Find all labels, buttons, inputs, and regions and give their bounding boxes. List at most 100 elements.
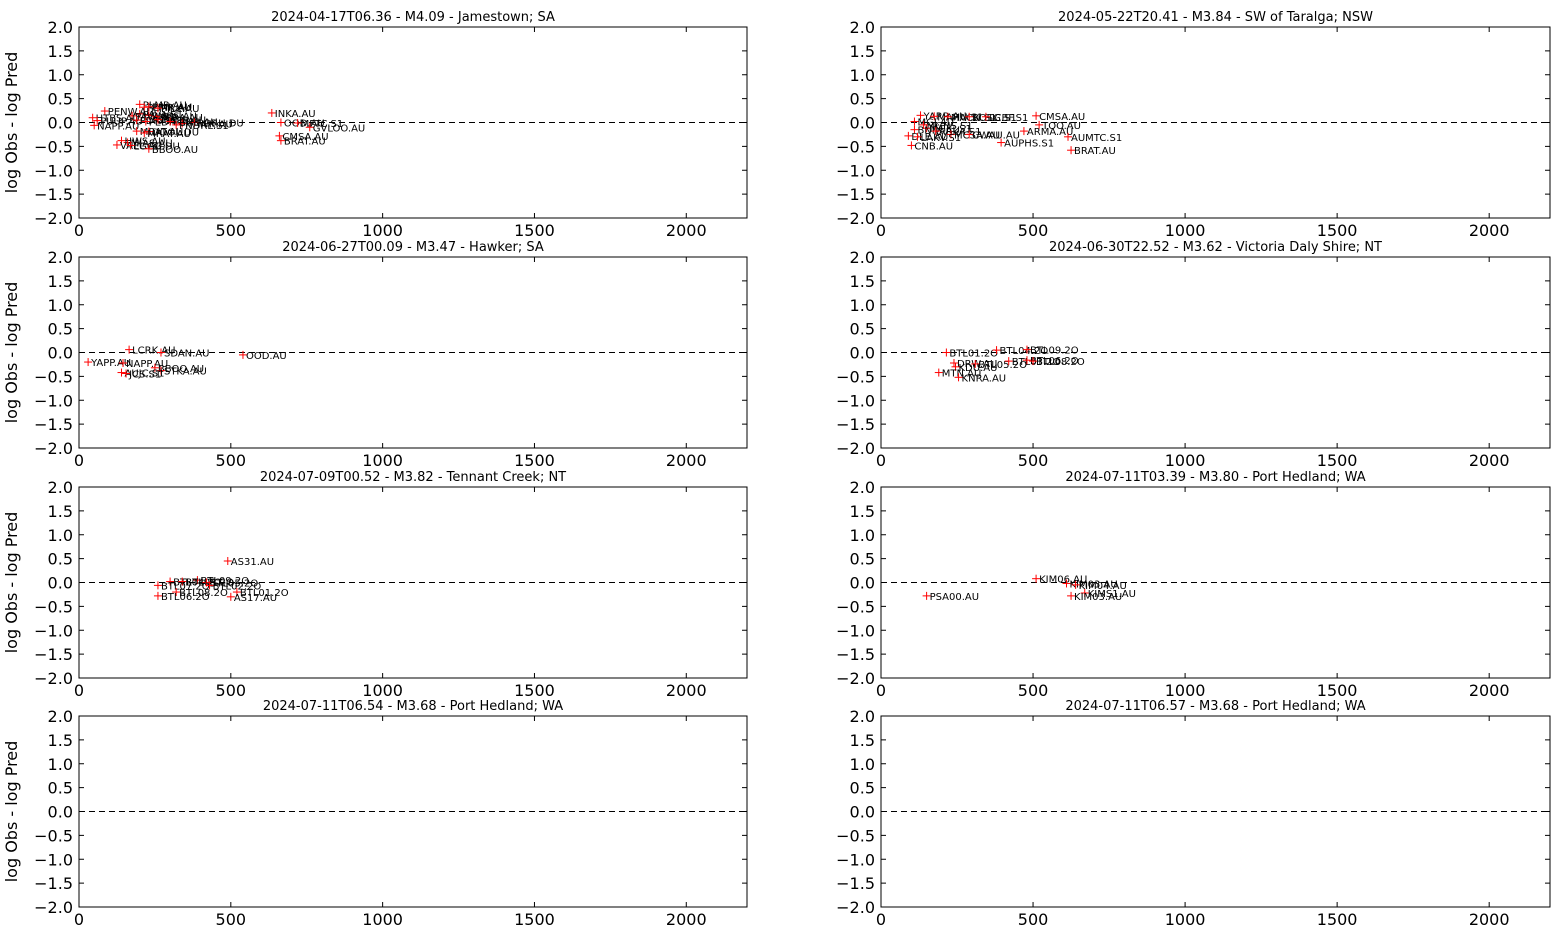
x-tick-label: 2000	[1469, 221, 1510, 240]
point-label: PUUP.AU	[100, 117, 142, 128]
x-tick-label: 2000	[1469, 910, 1510, 929]
point-label: MGJ.AU	[917, 118, 954, 129]
plot-frame	[880, 486, 1551, 679]
point-label: KDU.AU	[959, 363, 998, 374]
data-point: NAPP.AU	[119, 359, 168, 370]
data-point: BOSG.S1	[965, 112, 1017, 124]
data-point: YAPP.AU	[84, 358, 131, 369]
data-point: BTL03.2O	[1004, 357, 1061, 368]
y-tick-label: 0.5	[48, 779, 73, 798]
point-label: DLE.AU	[911, 132, 948, 143]
y-tick-label: 1.5	[850, 42, 875, 61]
data-point: AS31.AU	[223, 557, 274, 568]
data-point: BTL06.2O	[1022, 356, 1079, 367]
chart-panel-1: 2024-04-17T06.36 - M4.09 - Jamestown; SA…	[2, 10, 748, 240]
data-point: PENW.AU	[100, 107, 154, 118]
data-point: HAWK.AU	[178, 119, 233, 130]
y-tick-label: 0.5	[850, 779, 875, 798]
data-point: KIM04.AU	[1071, 580, 1127, 592]
y-tick-label: 1.0	[850, 296, 875, 315]
data-point: BTL06.2O	[153, 591, 210, 603]
chart-title: 2024-07-09T00.52 - M3.82 - Tennant Creek…	[260, 470, 566, 485]
chart-panel-7: 2024-07-11T06.54 - M3.68 - Port Hedland;…	[2, 699, 748, 929]
point-label: PBRA.AU	[159, 113, 202, 124]
y-tick-label: 0.5	[850, 550, 875, 569]
data-point: KIM03.AU	[1062, 579, 1118, 590]
point-label: BTL05.2O	[210, 579, 259, 590]
y-tick-label: 0.0	[850, 803, 875, 822]
y-tick-label: −2.0	[836, 209, 875, 228]
point-label: PILK.AU	[161, 104, 199, 115]
data-point: ARMA.AU	[1019, 127, 1073, 138]
x-tick-label: 2000	[666, 910, 707, 929]
y-tick-label: 2.0	[850, 707, 875, 726]
chart-title: 2024-06-27T00.09 - M3.47 - Hawker; SA	[282, 240, 544, 255]
data-point: HTBS.AU	[88, 113, 140, 125]
chart-panel-8: 2024-07-11T06.57 - M3.68 - Port Hedland;…	[836, 699, 1551, 929]
x-tick-label: 0	[74, 451, 84, 470]
data-point: DRW.AU	[949, 359, 997, 370]
x-tick-label: 2000	[666, 451, 707, 470]
data-point: BTL04.2O	[166, 577, 222, 589]
y-tick-label: 1.0	[850, 755, 875, 774]
data-point: CNB.AU	[907, 141, 953, 152]
y-tick-label: −1.5	[34, 415, 73, 434]
data-point: BTL01.2O	[232, 588, 289, 599]
x-tick-label: 1000	[362, 221, 403, 240]
y-tick-label: 1.0	[48, 66, 73, 85]
point-label: PEDR.AU	[149, 118, 193, 129]
x-tick-label: 1500	[1317, 221, 1358, 240]
point-label: MACN.S1	[951, 113, 997, 124]
data-point: OOD.AU	[276, 118, 325, 130]
x-tick-label: 2000	[1469, 451, 1510, 470]
point-label: BTL06.2O	[161, 592, 210, 603]
data-point: PUUP.AU	[93, 116, 143, 128]
y-tick-label: −1.0	[34, 391, 73, 410]
y-tick-label: 0.0	[850, 344, 875, 363]
data-point: MFTC.S1	[293, 118, 343, 130]
point-label: BBOO.AU	[152, 145, 198, 156]
point-label: BTL04.2O	[173, 578, 222, 589]
y-tick-label: −0.5	[836, 826, 875, 845]
point-label: HAWK.AU	[185, 119, 233, 130]
data-point: CMSA.AU	[1032, 111, 1085, 123]
y-tick-label: 1.5	[850, 502, 875, 521]
x-tick-label: 2000	[1469, 681, 1510, 700]
data-point: LGCG.DU	[126, 141, 180, 152]
data-point: KDU.AU	[951, 362, 998, 374]
plot-frame	[78, 26, 748, 219]
point-label: PAVA.S1	[143, 110, 183, 121]
data-point: BBOO.AU	[144, 144, 198, 156]
point-label: MIAS.AU	[131, 139, 173, 150]
chart-panel-4: 2024-06-30T22.52 - M3.62 - Victoria Daly…	[836, 240, 1551, 470]
point-label: GVLOO.AU	[313, 123, 365, 134]
x-tick-label: 0	[876, 221, 886, 240]
point-label: CWAU.AU	[972, 130, 1020, 141]
point-label: PMBS.AU	[152, 111, 197, 122]
x-tick-label: 1500	[514, 451, 555, 470]
data-point: BTL08.2O	[172, 588, 228, 599]
x-tick-label: 1500	[1317, 681, 1358, 700]
plot-frame	[880, 256, 1551, 449]
y-tick-label: −1.0	[34, 161, 73, 180]
point-label: PAVA.S1	[135, 112, 175, 123]
x-tick-label: 0	[876, 681, 886, 700]
point-label: BTL08.2O	[179, 588, 228, 599]
data-point: MACN.S1	[943, 112, 997, 124]
y-tick-label: −2.0	[34, 209, 73, 228]
data-point: PNDRL.S1	[172, 120, 229, 132]
x-tick-label: 1500	[1317, 451, 1358, 470]
point-label: LGCG.DU	[134, 141, 180, 152]
point-label: DOOL.DU	[152, 128, 199, 139]
point-label: PINK.AU	[152, 103, 192, 114]
y-tick-label: 2.0	[48, 707, 73, 726]
data-point: BTL08.2O	[1029, 357, 1085, 368]
y-tick-label: −0.5	[34, 367, 73, 386]
y-tick-label: 0.0	[850, 114, 875, 133]
y-tick-label: 2.0	[850, 248, 875, 267]
point-label: BTL06.2O	[1030, 356, 1079, 367]
y-tick-label: −1.5	[836, 185, 875, 204]
chart-panel-6: 2024-07-11T03.39 - M3.80 - Port Hedland;…	[836, 470, 1551, 700]
point-label: MAHU.S1	[937, 112, 983, 123]
